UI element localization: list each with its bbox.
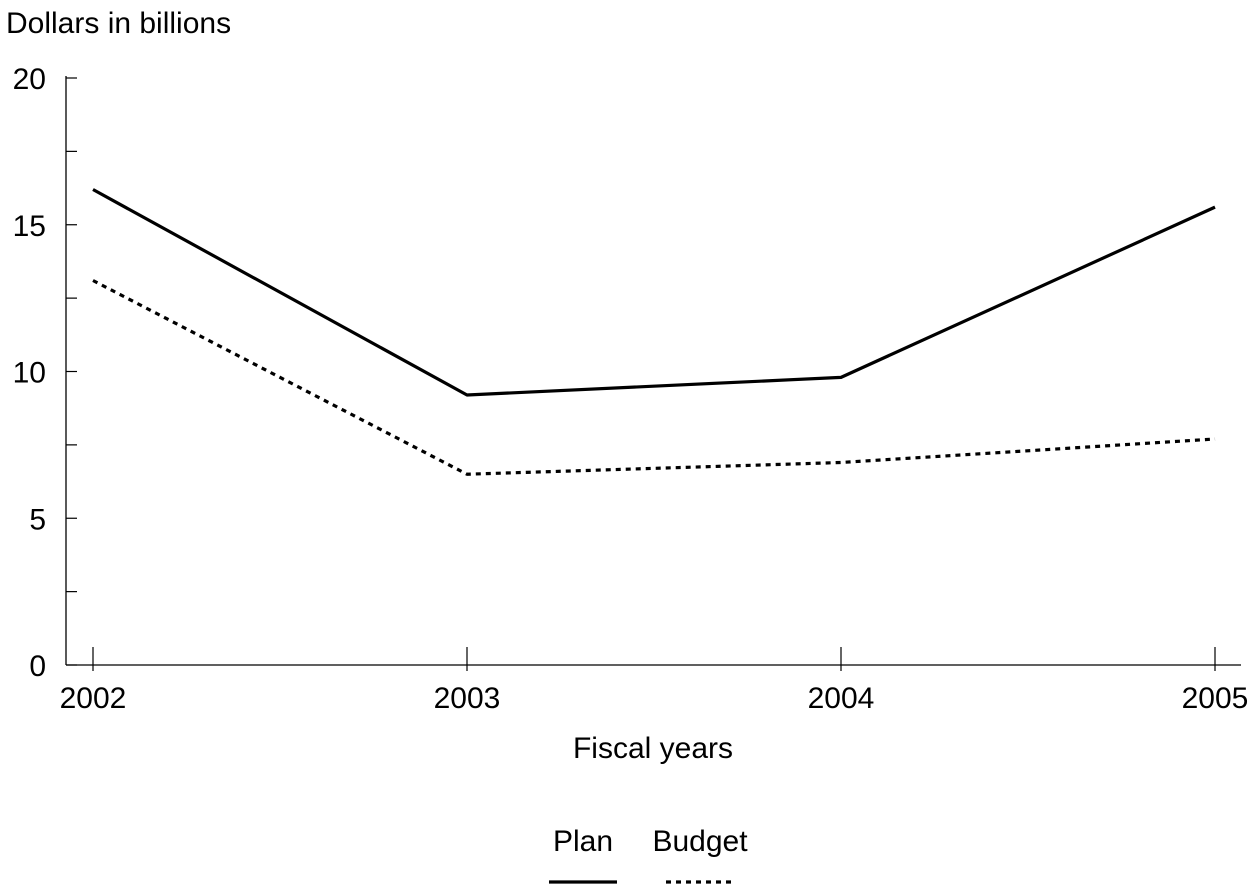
legend-label-plan: Plan — [553, 825, 613, 858]
series-lines — [92, 188, 1216, 476]
x-tick-label: 2002 — [60, 682, 127, 715]
y-axis-label: Dollars in billions — [6, 7, 231, 40]
x-axis-label: Fiscal years — [573, 732, 733, 765]
x-ticks: 2002 2003 2004 2005 — [60, 647, 1249, 715]
y-tick-label: 15 — [13, 210, 46, 243]
series-budget-line — [92, 279, 1216, 476]
series-plan-line — [92, 188, 1216, 397]
legend-label-budget: Budget — [652, 825, 748, 858]
x-tick-label: 2004 — [808, 682, 875, 715]
y-tick-label: 5 — [29, 503, 46, 536]
y-tick-label: 0 — [29, 650, 46, 683]
legend: Plan Budget — [549, 825, 748, 884]
x-tick-label: 2003 — [434, 682, 501, 715]
x-tick-label: 2005 — [1182, 682, 1249, 715]
axes — [65, 76, 1241, 666]
y-tick-label: 20 — [13, 63, 46, 96]
y-ticks: 0 5 10 15 20 — [13, 63, 77, 683]
y-tick-label: 10 — [13, 357, 46, 390]
